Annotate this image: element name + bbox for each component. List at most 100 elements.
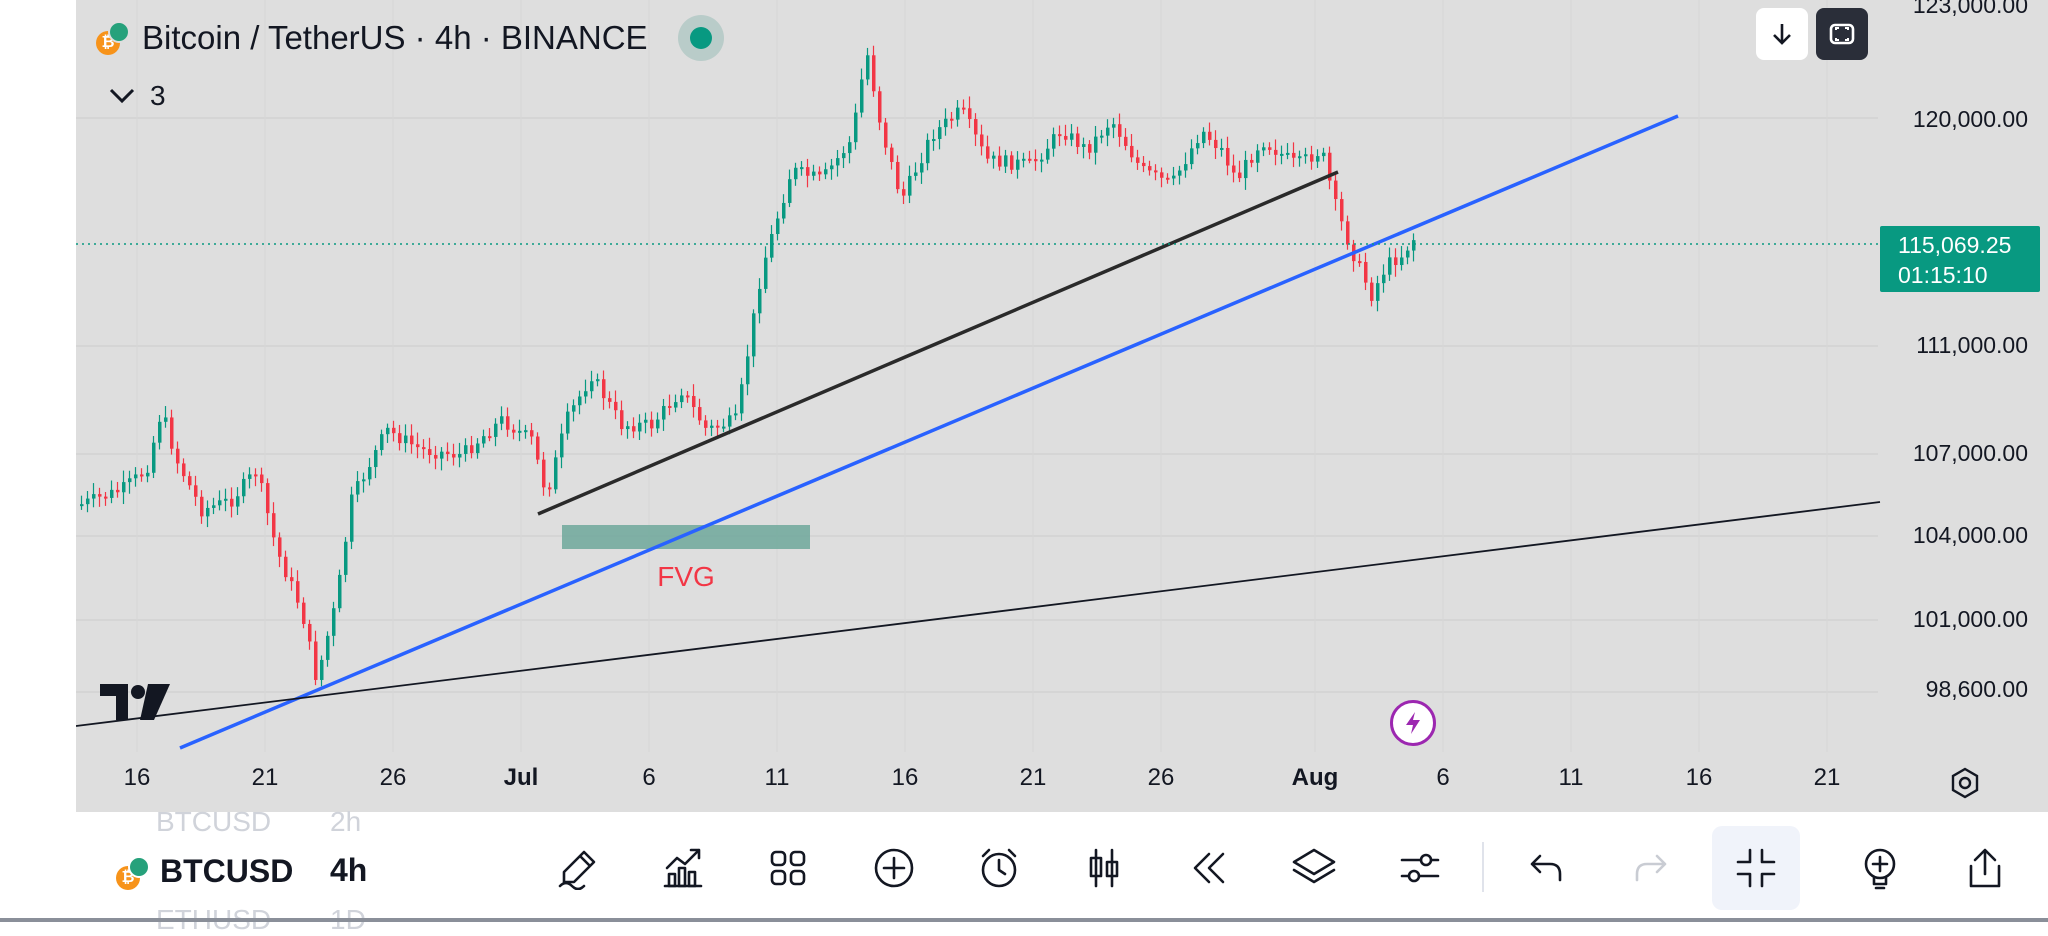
candle-body [800, 167, 804, 170]
candle-body [710, 425, 714, 428]
candle-body [470, 445, 474, 454]
chart-area[interactable]: FVG [76, 0, 2048, 812]
candle-body [134, 474, 138, 479]
candle-body [902, 189, 906, 196]
candle-body [314, 641, 318, 680]
candle-body [1328, 152, 1332, 181]
candle-body [1280, 153, 1284, 156]
tradingview-logo [98, 682, 172, 727]
candle-body [368, 467, 372, 480]
undo-icon [1530, 854, 1562, 882]
candle-body [620, 410, 624, 430]
time-axis-label: 16 [891, 764, 919, 791]
candle-body [1388, 257, 1392, 275]
candle-body [872, 55, 876, 92]
price-axis-label: 101,000.00 [1912, 606, 2028, 632]
long-trend-line [76, 501, 1881, 727]
candle-body [416, 444, 420, 448]
add-button[interactable] [862, 836, 926, 900]
candle-body [716, 425, 720, 428]
candle-body [980, 134, 984, 147]
indicators-collapse-toggle[interactable]: 3 [108, 80, 166, 112]
layers-icon [1292, 848, 1336, 884]
chart-properties-button[interactable] [1388, 836, 1452, 900]
candle-body [1010, 155, 1014, 170]
candle-body [326, 635, 330, 660]
candle-body [254, 474, 258, 477]
candle-body [734, 413, 738, 416]
candle-body [680, 395, 684, 403]
symbol-picker[interactable]: ₿ BTCUSD [116, 852, 293, 890]
price-axis-label: 123,000.00 [1912, 0, 2028, 18]
candle-body [236, 496, 240, 507]
candle-body [1292, 152, 1296, 158]
share-button[interactable] [1953, 836, 2017, 900]
candle-body [290, 577, 294, 582]
layout-button[interactable] [756, 836, 820, 900]
candle-body [998, 155, 1002, 167]
add-alert-icon [1864, 848, 1896, 890]
undo-button[interactable] [1514, 836, 1578, 900]
interval-picker[interactable]: 4h [330, 852, 368, 888]
candle-body [374, 450, 378, 468]
candle-body [482, 436, 486, 444]
scroll-to-realtime-button[interactable] [1756, 8, 1808, 60]
add-alert-button[interactable] [1848, 836, 1912, 900]
candle-body [644, 419, 648, 423]
pencil-icon [558, 850, 596, 890]
candle-body [572, 405, 576, 412]
tradingview-logo-icon [100, 684, 170, 720]
candle-body [794, 167, 798, 180]
chart-settings-button[interactable] [1948, 766, 1982, 805]
candle-body [554, 457, 558, 490]
indicators-button[interactable] [651, 836, 715, 900]
candle-body [1196, 143, 1200, 149]
candle-body [1052, 134, 1056, 149]
candle-body [266, 483, 270, 514]
candle-body [1364, 261, 1368, 283]
symbol-title[interactable]: Bitcoin / TetherUS · 4h · BINANCE [142, 19, 648, 56]
candle-body [530, 430, 534, 437]
candle-body [404, 435, 408, 444]
candle-body [242, 478, 246, 497]
candle-body [992, 155, 996, 159]
candle-body [884, 122, 888, 148]
candle-body [428, 449, 432, 456]
candle-body [788, 179, 792, 203]
chart-header[interactable]: ₿ Bitcoin / TetherUS · 4h · BINANCE [96, 14, 724, 62]
candle-body [566, 411, 570, 434]
candle-body [590, 381, 594, 392]
symbol-picker-prev[interactable]: BTCUSD [156, 806, 272, 837]
candle-body [338, 574, 342, 609]
candle-body [476, 443, 480, 454]
candle-body [656, 419, 660, 429]
bar-style-button[interactable] [1072, 836, 1136, 900]
redo-button[interactable] [1619, 836, 1683, 900]
events-marker[interactable] [1390, 700, 1436, 746]
exit-fullscreen-button[interactable] [1712, 826, 1800, 910]
candle-body [410, 435, 414, 445]
replay-button[interactable] [1177, 836, 1241, 900]
candle-body [1340, 199, 1344, 222]
fullscreen-button[interactable] [1816, 8, 1868, 60]
time-axis-label: 16 [1685, 764, 1713, 791]
candle-body [686, 395, 690, 398]
candle-body [1334, 180, 1338, 200]
drawing-tools-button[interactable] [546, 836, 610, 900]
candle-body [80, 504, 84, 507]
alert-button[interactable] [967, 836, 1031, 900]
market-open-status-icon[interactable] [677, 15, 724, 61]
candle-body [1286, 152, 1290, 155]
candle-body [746, 356, 750, 385]
candle-body [866, 55, 870, 80]
interval-picker-prev[interactable]: 2h [330, 806, 362, 837]
objects-tree-button[interactable] [1282, 836, 1346, 900]
price-chart[interactable]: FVG [76, 0, 2048, 812]
screen-edge-bar [0, 918, 2048, 922]
candle-body [560, 433, 564, 458]
candle-body [704, 420, 708, 428]
chevron-down-icon [109, 88, 135, 104]
candle-body [1184, 164, 1188, 171]
candle-body [176, 448, 180, 464]
candle-body [986, 146, 990, 159]
